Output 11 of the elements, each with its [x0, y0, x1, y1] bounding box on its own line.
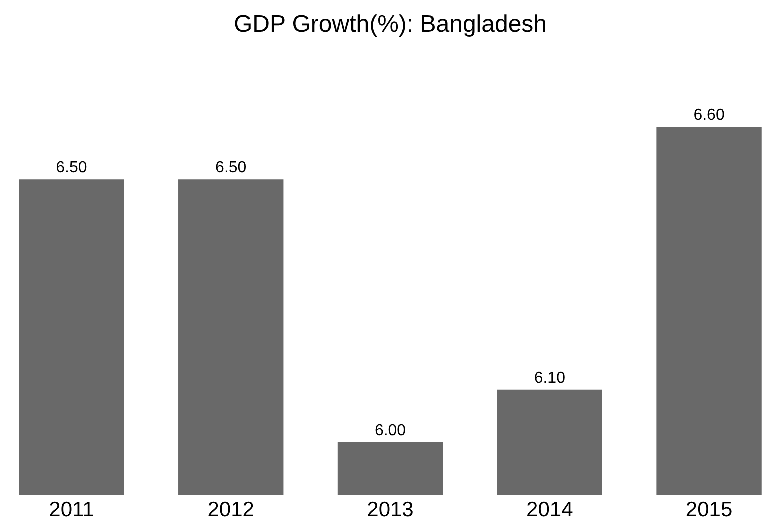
chart-title: GDP Growth(%): Bangladesh: [234, 11, 548, 38]
x-tick-label: 2014: [526, 498, 574, 522]
x-tick-label: 2012: [208, 498, 254, 522]
data-label: 6.50: [56, 160, 88, 177]
data-label: 6.60: [694, 107, 725, 124]
x-tick-label: 2015: [686, 498, 733, 522]
x-tick-label: 2011: [49, 498, 94, 522]
x-tick-label: 2013: [367, 498, 414, 522]
data-label: 6.00: [374, 422, 406, 440]
data-label: 6.50: [216, 160, 247, 177]
data-label: 6.10: [534, 370, 566, 387]
